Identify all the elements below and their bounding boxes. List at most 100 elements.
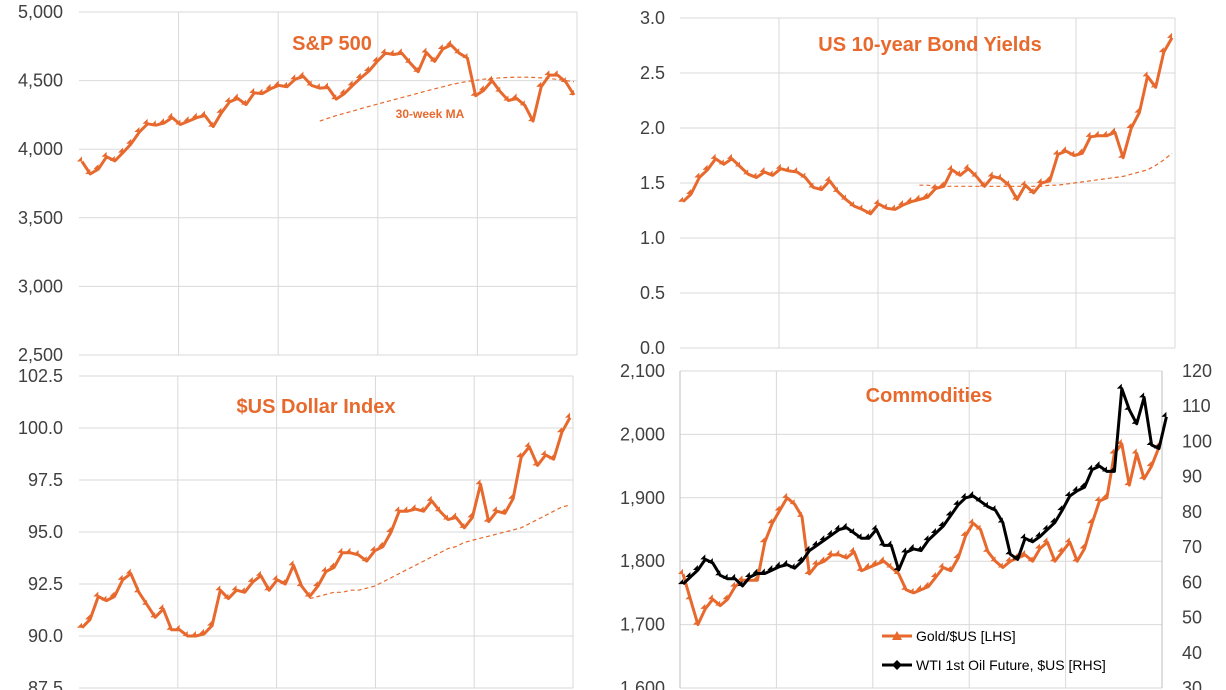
chart-title: S&P 500 — [292, 33, 372, 55]
data-point — [421, 47, 427, 53]
data-point — [784, 165, 790, 171]
data-point — [337, 547, 343, 553]
data-point — [569, 90, 575, 96]
data-point — [118, 147, 124, 153]
data-point — [264, 585, 270, 591]
series-line — [681, 37, 1174, 216]
gridlines — [79, 11, 578, 356]
data-point — [386, 527, 392, 533]
data-point — [1061, 146, 1067, 152]
data-point — [199, 628, 205, 634]
data-point — [678, 579, 684, 585]
data-point — [685, 594, 691, 600]
data-point — [429, 56, 435, 62]
data-point — [265, 83, 271, 89]
data-point — [1154, 443, 1160, 449]
data-point — [960, 530, 966, 536]
series-main — [678, 32, 1174, 216]
data-point — [816, 184, 822, 190]
data-point — [792, 167, 798, 173]
data-point — [1087, 464, 1093, 470]
data-point — [321, 566, 327, 572]
data-point — [1167, 32, 1173, 38]
data-point — [995, 173, 1001, 179]
data-point — [85, 168, 91, 174]
data-point — [418, 506, 424, 512]
series-line — [681, 387, 1168, 588]
data-point — [804, 568, 810, 574]
data-point — [737, 575, 743, 581]
data-point — [339, 88, 345, 94]
data-point — [975, 524, 981, 530]
data-point — [960, 492, 966, 498]
y-tick-label: 1,900 — [620, 488, 665, 508]
data-point — [288, 560, 294, 566]
series-gold-us-lhs- — [678, 438, 1161, 627]
data-point — [372, 56, 378, 62]
data-point — [1020, 533, 1026, 539]
data-point — [1131, 448, 1137, 454]
data-point — [142, 599, 148, 605]
y-tick-label: 2,100 — [620, 361, 665, 381]
data-point — [707, 594, 713, 600]
data-point — [1142, 71, 1148, 77]
data-point — [1064, 491, 1070, 497]
moving-average-line — [319, 76, 575, 122]
y-tick-label: 5,000 — [18, 2, 63, 22]
data-point — [990, 505, 996, 511]
y-tick-label: 87.5 — [28, 678, 63, 690]
data-point — [856, 533, 862, 539]
data-point — [871, 559, 877, 565]
data-point — [159, 118, 165, 124]
series-main — [77, 412, 572, 638]
data-point — [968, 518, 974, 524]
data-point — [979, 181, 985, 187]
data-point — [987, 171, 993, 177]
data-point — [718, 159, 724, 165]
data-point — [282, 81, 288, 87]
y-tick-label: 2.5 — [640, 63, 665, 83]
data-point — [249, 87, 255, 93]
data-point — [1044, 175, 1050, 181]
data-point — [857, 204, 863, 210]
data-point — [797, 556, 803, 562]
data-point — [101, 151, 107, 157]
data-point — [715, 600, 721, 606]
data-point — [1035, 543, 1041, 549]
y-tick-label: 4,000 — [18, 139, 63, 159]
series-line — [80, 43, 576, 176]
data-point — [454, 48, 460, 54]
data-point — [1035, 531, 1041, 537]
y-tick-label: 1,700 — [620, 615, 665, 635]
data-point — [1124, 480, 1130, 486]
data-point — [1079, 482, 1085, 488]
data-point — [93, 164, 99, 170]
data-point — [916, 584, 922, 590]
data-point — [1110, 127, 1116, 133]
y-tick-label: 90.0 — [28, 626, 63, 646]
data-point — [329, 562, 335, 568]
data-point — [930, 528, 936, 534]
series-wti-1st-oil-future-us-rhs- — [678, 383, 1168, 588]
data-point — [200, 110, 206, 116]
data-point — [508, 493, 514, 499]
data-point — [808, 182, 814, 188]
data-point — [331, 94, 337, 100]
data-point — [873, 198, 879, 204]
data-point — [767, 518, 773, 524]
data-point — [516, 452, 522, 458]
data-point — [524, 441, 530, 447]
data-point — [223, 593, 229, 599]
data-point — [540, 450, 546, 456]
data-point — [774, 505, 780, 511]
data-point — [906, 196, 912, 202]
series-line — [80, 416, 572, 638]
data-point — [1131, 418, 1137, 424]
data-point — [215, 585, 221, 591]
data-point — [908, 587, 914, 593]
data-point — [752, 575, 758, 581]
data-point — [437, 44, 443, 50]
data-point — [898, 200, 904, 206]
data-point — [1004, 180, 1010, 186]
data-point — [811, 559, 817, 565]
